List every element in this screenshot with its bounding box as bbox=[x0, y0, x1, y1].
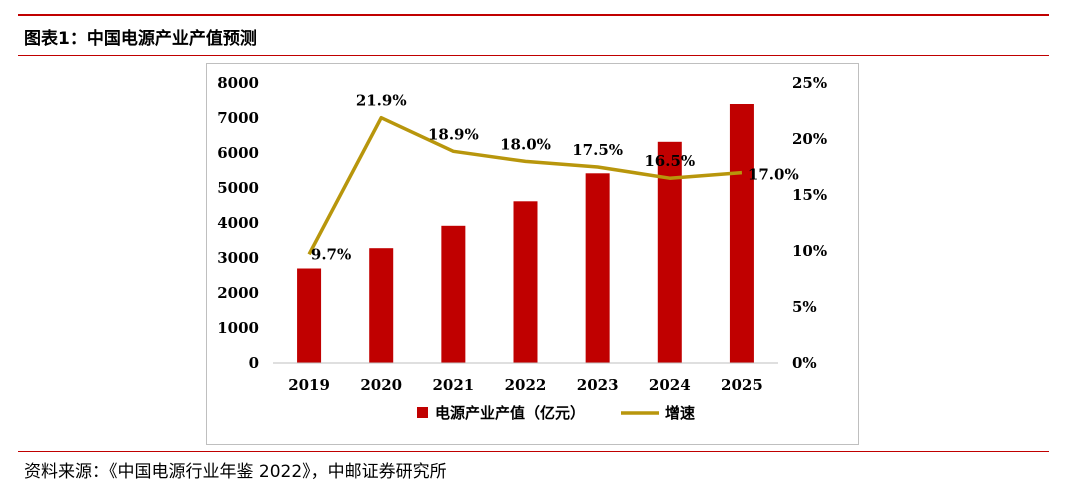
figure-title: 图表1：中国电源产业产值预测 bbox=[24, 29, 257, 49]
x-tick-label: 2023 bbox=[577, 376, 619, 394]
y-left-tick-label: 8000 bbox=[217, 74, 259, 92]
bar bbox=[513, 201, 538, 363]
y-right-tick-label: 20% bbox=[792, 130, 827, 148]
line-data-label: 18.0% bbox=[500, 135, 551, 153]
y-left-tick-label: 7000 bbox=[217, 109, 259, 127]
bar bbox=[729, 104, 754, 363]
line-data-label: 17.0% bbox=[748, 166, 799, 184]
legend-bar-swatch bbox=[417, 407, 428, 418]
line-data-label: 17.5% bbox=[572, 141, 623, 159]
top-rule bbox=[18, 14, 1049, 16]
bar bbox=[369, 248, 394, 363]
bar bbox=[297, 268, 322, 363]
x-tick-label: 2020 bbox=[360, 376, 402, 394]
line-data-label: 9.7% bbox=[311, 245, 351, 263]
chart-container: 0 1000 2000 3000 4000 5000 6000 7000 8000 0% 5% 10%… bbox=[206, 63, 859, 445]
y-left-tick-label: 2000 bbox=[217, 284, 259, 302]
x-tick-label: 2025 bbox=[721, 376, 763, 394]
y-right-tick-label: 10% bbox=[792, 242, 827, 260]
line-data-label: 21.9% bbox=[356, 92, 407, 110]
title-rule bbox=[18, 55, 1049, 56]
y-right-tick-label: 25% bbox=[792, 74, 827, 92]
bar bbox=[657, 141, 682, 363]
y-left-tick-label: 1000 bbox=[217, 319, 259, 337]
y-right-tick-label: 0% bbox=[792, 354, 817, 372]
line-data-label: 16.5% bbox=[644, 152, 695, 170]
y-right-tick-label: 5% bbox=[792, 298, 817, 316]
y-left-tick-label: 0 bbox=[249, 354, 259, 372]
y-left-tick-label: 6000 bbox=[217, 144, 259, 162]
legend-line-label: 增速 bbox=[665, 404, 695, 422]
x-tick-label: 2024 bbox=[649, 376, 691, 394]
x-tick-label: 2021 bbox=[432, 376, 474, 394]
y-left-tick-label: 3000 bbox=[217, 249, 259, 267]
source-note: 资料来源：《中国电源行业年鉴 2022》，中邮证券研究所 bbox=[24, 462, 447, 482]
bar bbox=[441, 225, 466, 363]
bottom-rule bbox=[18, 451, 1049, 452]
y-left-tick-label: 5000 bbox=[217, 179, 259, 197]
line-data-label: 18.9% bbox=[428, 125, 479, 143]
bar bbox=[585, 173, 610, 363]
legend-bar-label: 电源产业产值（亿元） bbox=[435, 404, 585, 422]
x-tick-label: 2019 bbox=[288, 376, 330, 394]
x-tick-label: 2022 bbox=[505, 376, 547, 394]
y-right-tick-label: 15% bbox=[792, 186, 827, 204]
y-left-tick-label: 4000 bbox=[217, 214, 259, 232]
growth-line bbox=[307, 115, 743, 256]
combo-chart: 0 1000 2000 3000 4000 5000 6000 7000 8000 0% 5% 10%… bbox=[217, 74, 827, 422]
